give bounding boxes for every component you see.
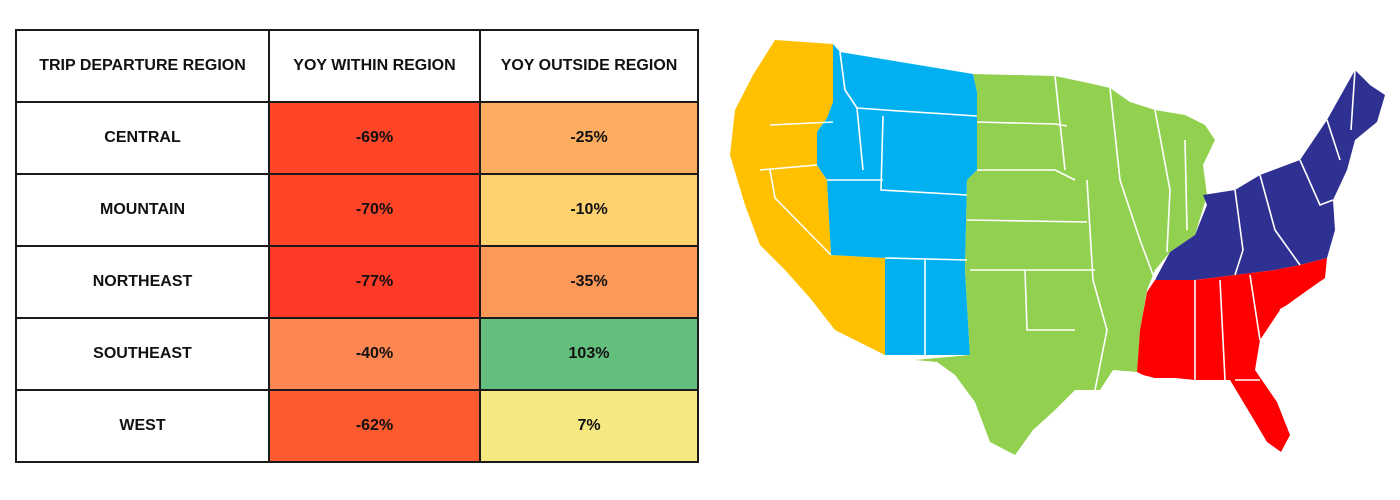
within-cell: -62% (268, 389, 481, 463)
region-southeast (1137, 258, 1327, 452)
region-cell: MOUNTAIN (15, 173, 270, 247)
yoy-heatmap-table: TRIP DEPARTURE REGION YOY WITHIN REGION … (15, 29, 699, 463)
us-map-svg (730, 40, 1385, 455)
within-cell: -70% (268, 173, 481, 247)
header-yoy-outside-region: YOY OUTSIDE REGION (479, 29, 699, 103)
region-mountain (817, 44, 977, 355)
table-row: MOUNTAIN -70% -10% (15, 173, 699, 247)
within-cell: -69% (268, 101, 481, 175)
region-cell: WEST (15, 389, 270, 463)
outside-cell: -10% (479, 173, 699, 247)
header-trip-departure-region: TRIP DEPARTURE REGION (15, 29, 270, 103)
region-cell: SOUTHEAST (15, 317, 270, 391)
state-boundaries (759, 51, 1356, 391)
outside-cell: -35% (479, 245, 699, 319)
header-yoy-within-region: YOY WITHIN REGION (268, 29, 481, 103)
us-regions-map (715, 30, 1395, 470)
within-cell: -77% (268, 245, 481, 319)
region-cell: CENTRAL (15, 101, 270, 175)
region-west (730, 40, 885, 355)
table-header-row: TRIP DEPARTURE REGION YOY WITHIN REGION … (15, 29, 699, 103)
table-row: NORTHEAST -77% -35% (15, 245, 699, 319)
outside-cell: 103% (479, 317, 699, 391)
table-row: CENTRAL -69% -25% (15, 101, 699, 175)
table-row: SOUTHEAST -40% 103% (15, 317, 699, 391)
outside-cell: 7% (479, 389, 699, 463)
region-cell: NORTHEAST (15, 245, 270, 319)
within-cell: -40% (268, 317, 481, 391)
table-row: WEST -62% 7% (15, 389, 699, 463)
outside-cell: -25% (479, 101, 699, 175)
